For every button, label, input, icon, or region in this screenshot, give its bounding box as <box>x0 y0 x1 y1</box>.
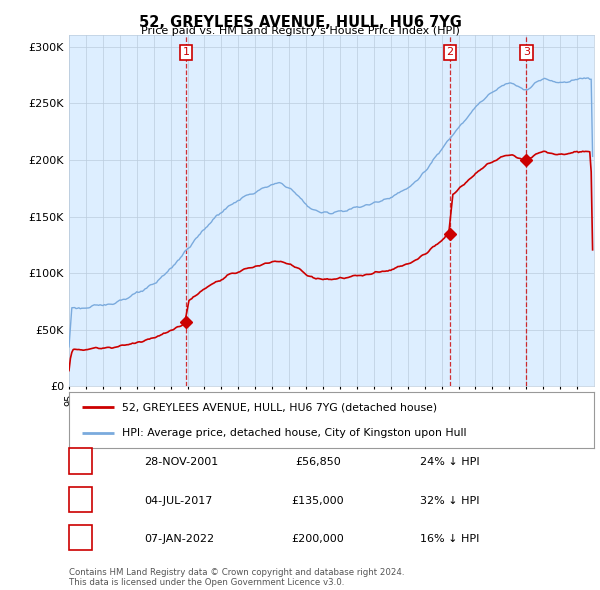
Text: Price paid vs. HM Land Registry's House Price Index (HPI): Price paid vs. HM Land Registry's House … <box>140 26 460 36</box>
Text: 16% ↓ HPI: 16% ↓ HPI <box>420 534 479 544</box>
Text: £135,000: £135,000 <box>292 496 344 506</box>
Text: £56,850: £56,850 <box>295 457 341 467</box>
Text: 1: 1 <box>182 47 190 57</box>
Text: 32% ↓ HPI: 32% ↓ HPI <box>420 496 479 506</box>
Text: 52, GREYLEES AVENUE, HULL, HU6 7YG: 52, GREYLEES AVENUE, HULL, HU6 7YG <box>139 15 461 30</box>
Text: Contains HM Land Registry data © Crown copyright and database right 2024.
This d: Contains HM Land Registry data © Crown c… <box>69 568 404 587</box>
Text: 24% ↓ HPI: 24% ↓ HPI <box>420 457 479 467</box>
Text: 1: 1 <box>77 454 84 468</box>
Text: 28-NOV-2001: 28-NOV-2001 <box>144 457 218 467</box>
Text: HPI: Average price, detached house, City of Kingston upon Hull: HPI: Average price, detached house, City… <box>121 428 466 438</box>
Text: 2: 2 <box>446 47 454 57</box>
Text: 52, GREYLEES AVENUE, HULL, HU6 7YG (detached house): 52, GREYLEES AVENUE, HULL, HU6 7YG (deta… <box>121 402 437 412</box>
Text: 07-JAN-2022: 07-JAN-2022 <box>144 534 214 544</box>
Text: 3: 3 <box>77 531 84 545</box>
Text: 3: 3 <box>523 47 530 57</box>
Text: 04-JUL-2017: 04-JUL-2017 <box>144 496 212 506</box>
Text: 2: 2 <box>77 493 84 506</box>
Text: £200,000: £200,000 <box>292 534 344 544</box>
